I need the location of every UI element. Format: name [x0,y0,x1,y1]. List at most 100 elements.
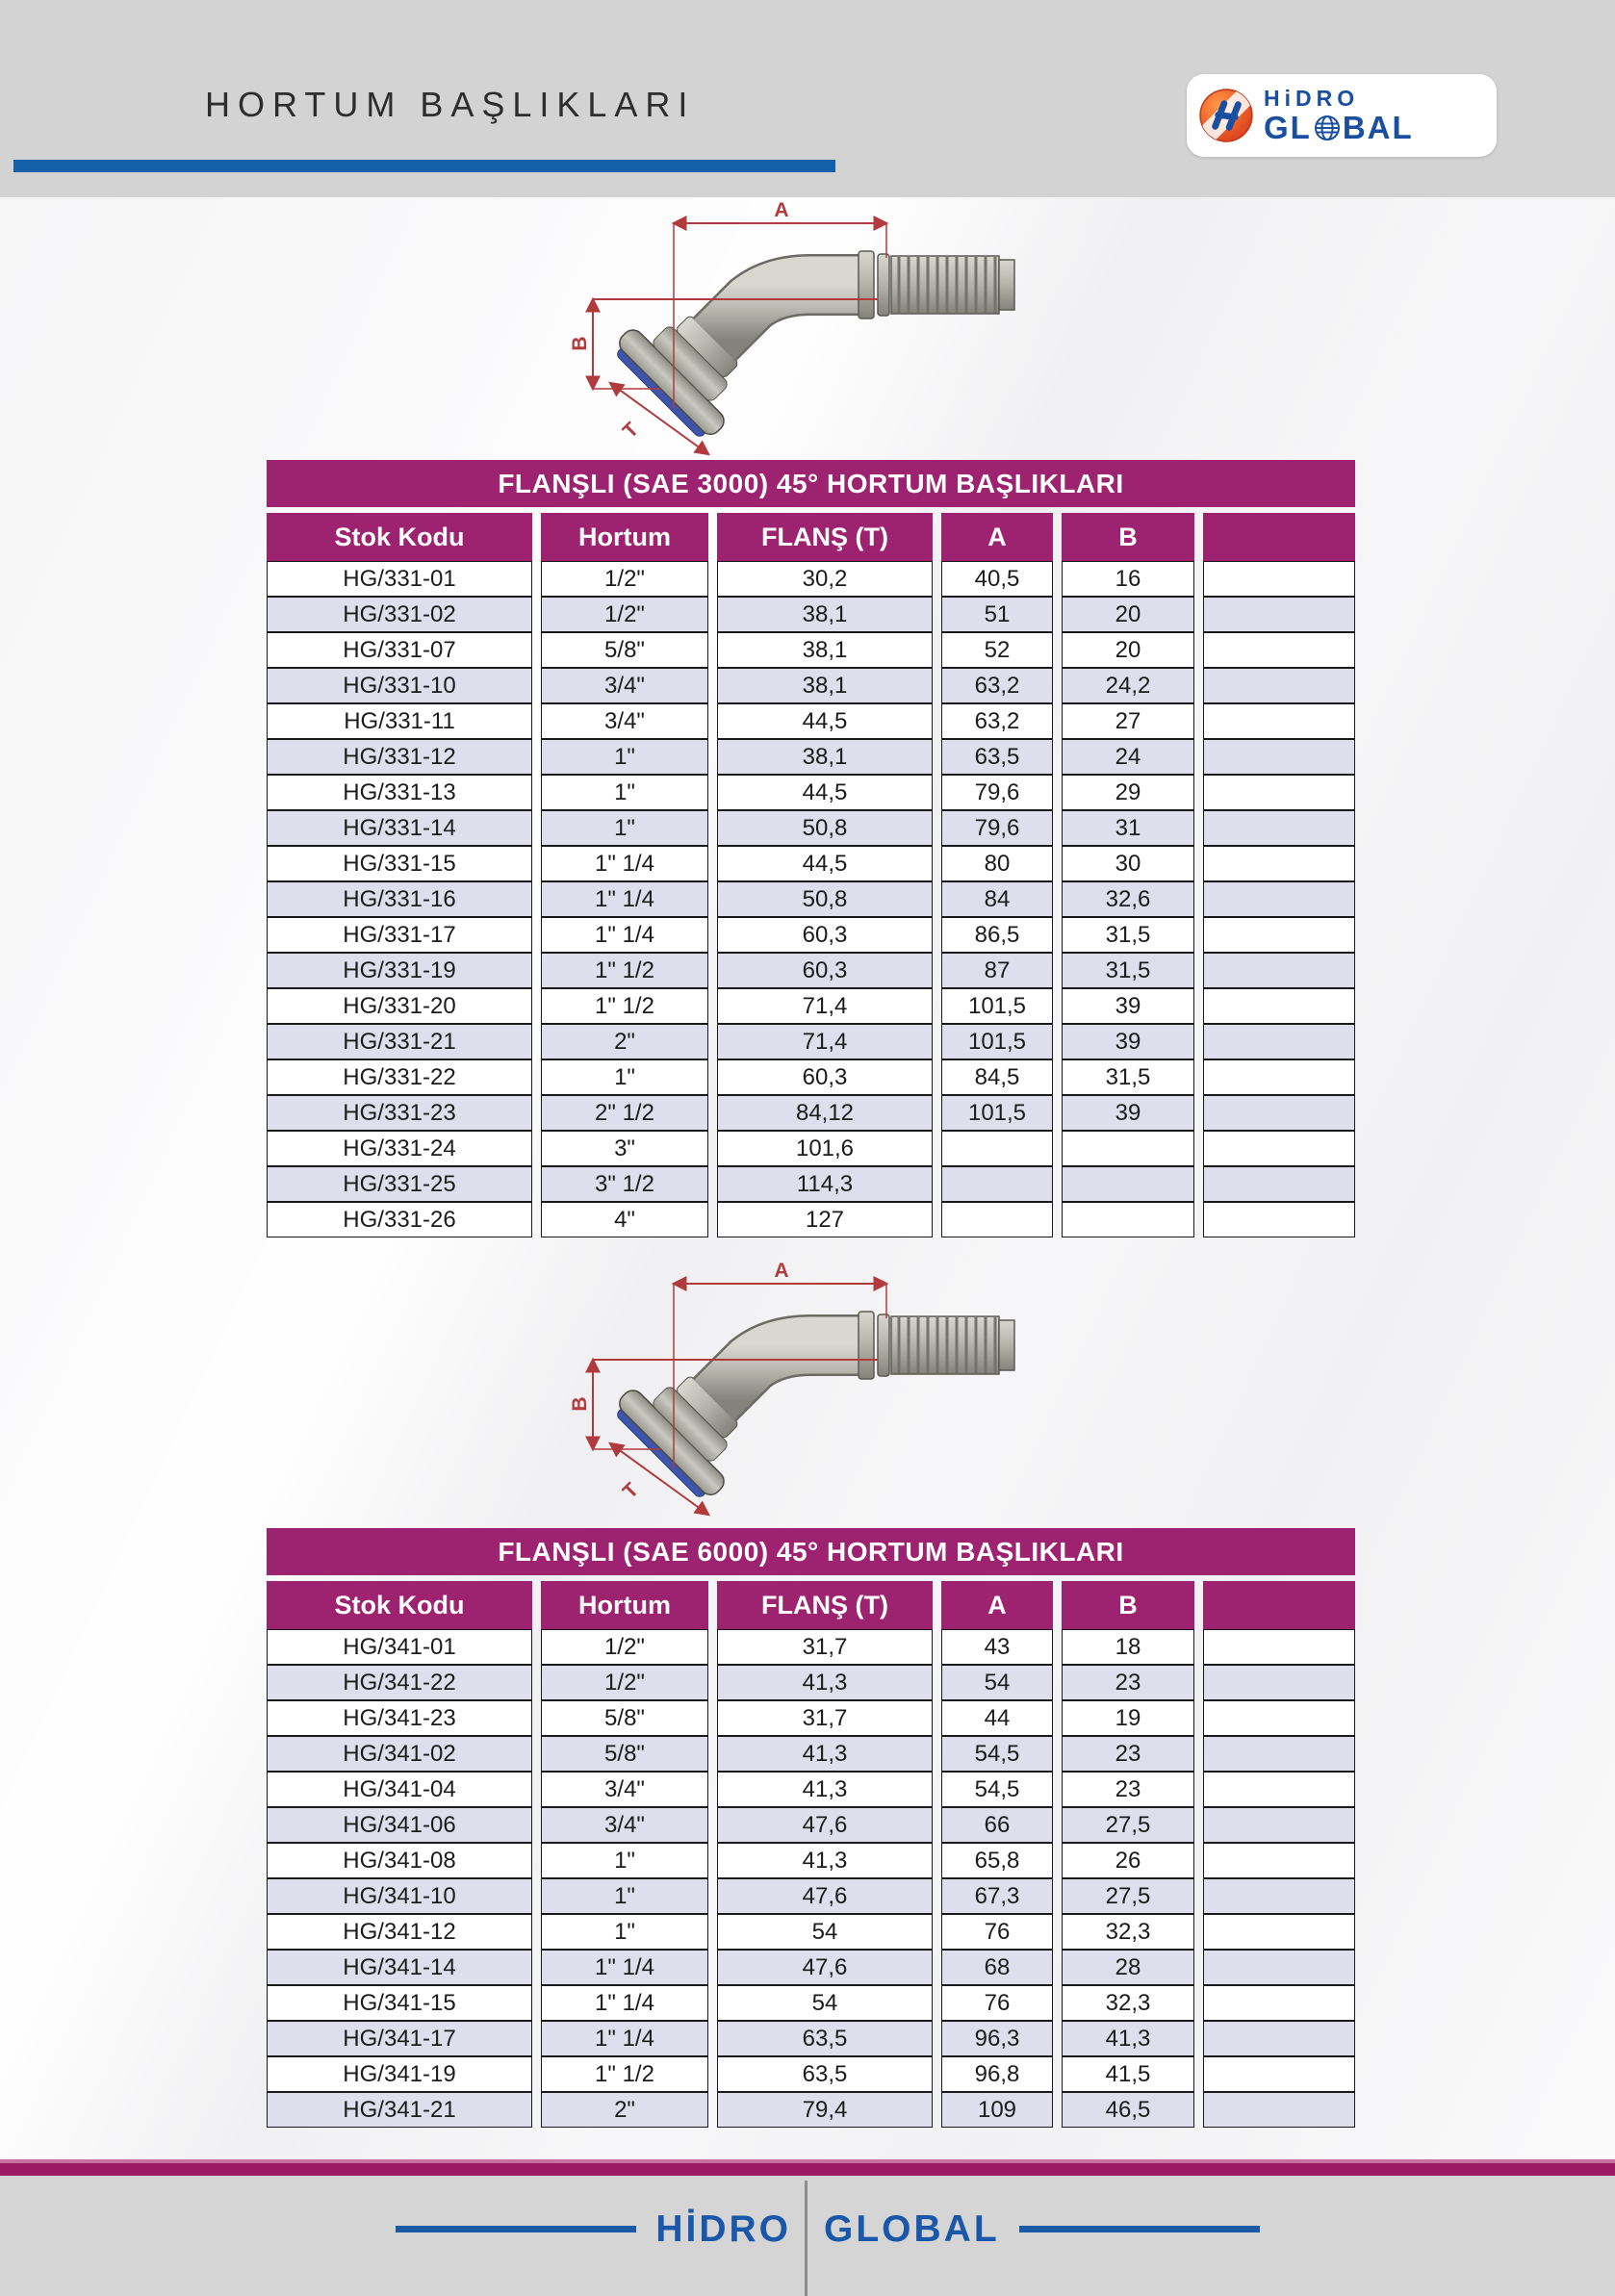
fitting-body [617,1311,1015,1497]
table-cell: 43 [941,1629,1053,1665]
table-cell: 24 [1062,739,1194,775]
table-cell-empty [1203,1878,1355,1914]
table-cell: 3/4" [541,703,708,739]
table-cell: 67,3 [941,1878,1053,1914]
table-cell: HG/331-19 [267,953,532,988]
table-cell: 31 [1062,810,1194,846]
table-cell: HG/331-17 [267,917,532,953]
table-cell: HG/341-04 [267,1772,532,1807]
table-row: HG/331-15 1" 1/4 44,5 80 30 [267,846,1355,881]
table-cell: 5/8" [541,1736,708,1772]
table-cell: 38,1 [717,632,933,668]
footer-brand-right: GLOBAL [808,2204,1615,2254]
table-cell-empty [1203,2021,1355,2056]
table-cell: 4" [541,1202,708,1237]
table-cell: 5/8" [541,1700,708,1736]
table-cell: 39 [1062,988,1194,1024]
table-cell: 54 [941,1665,1053,1700]
table-cell: 44,5 [717,846,933,881]
table-cell-empty [1203,739,1355,775]
table-cell [1062,1131,1194,1166]
table-cell: 39 [1062,1095,1194,1131]
table-row: HG/331-13 1" 44,5 79,6 29 [267,775,1355,810]
table-cell: 76 [941,1985,1053,2021]
table-cell: 1/2" [541,561,708,597]
table-cell: 41,3 [717,1843,933,1878]
table-row: HG/341-02 5/8" 41,3 54,5 23 [267,1736,1355,1772]
logo-line2-pre: GL [1264,110,1312,145]
table-row: HG/341-04 3/4" 41,3 54,5 23 [267,1772,1355,1807]
table-cell: 2" 1/2 [541,1095,708,1131]
table-cell-empty [1203,668,1355,703]
table-cell: 31,5 [1062,1059,1194,1095]
table-cell: 109 [941,2092,1053,2128]
table-cell: 23 [1062,1772,1194,1807]
table-cell-empty [1203,2092,1355,2128]
table-cell: 26 [1062,1843,1194,1878]
table-row: HG/331-11 3/4" 44,5 63,2 27 [267,703,1355,739]
table-row: HG/331-23 2" 1/2 84,12 101,5 39 [267,1095,1355,1131]
page-title: HORTUM BAŞLIKLARI [205,85,696,124]
logo-line1: HiDRO [1264,86,1360,111]
table-cell: 31,7 [717,1629,933,1665]
table-cell-empty [1203,597,1355,632]
footer-brand-hidro: HİDRO [655,2207,791,2250]
table-cell: 30,2 [717,561,933,597]
table-cell-empty [1203,1059,1355,1095]
table-cell: 71,4 [717,1024,933,1059]
table-cell: HG/341-22 [267,1665,532,1700]
dim-label-a: A [774,202,788,221]
dimension-lines [585,1276,889,1517]
table-cell: 1" 1/4 [541,1950,708,1985]
table-cell: 96,3 [941,2021,1053,2056]
table-cell: 44 [941,1700,1053,1736]
table-cell: 3/4" [541,1772,708,1807]
dim-label-b: B [569,1396,591,1411]
table-cell: 41,3 [717,1736,933,1772]
table-cell [941,1166,1053,1202]
page-footer [0,2176,1615,2296]
table-cell-empty [1203,1950,1355,1985]
footer-divider [805,2181,808,2296]
table-cell: 27 [1062,703,1194,739]
table-cell: 44,5 [717,703,933,739]
table-cell: 65,8 [941,1843,1053,1878]
table-cell: 54,5 [941,1736,1053,1772]
table-title-sae6000: FLANŞLI (SAE 6000) 45° HORTUM BAŞLIKLARI [267,1528,1355,1575]
fitting-diagram-sae6000: A B T [569,1263,1015,1517]
table-cell-empty [1203,703,1355,739]
table-row: HG/341-17 1" 1/4 63,5 96,3 41,3 [267,2021,1355,2056]
table-cell: 16 [1062,561,1194,597]
table-cell: HG/331-02 [267,597,532,632]
table-cell: 52 [941,632,1053,668]
table-cell: HG/331-12 [267,739,532,775]
table-cell: 101,5 [941,1024,1053,1059]
table-cell-empty [1203,1629,1355,1665]
table-cell: HG/341-21 [267,2092,532,2128]
table-row: HG/331-21 2" 71,4 101,5 39 [267,1024,1355,1059]
column-header: Hortum [541,1581,708,1629]
table-cell: 47,6 [717,1878,933,1914]
sae6000-table: Stok Kodu Hortum FLANŞ (T) A B HG/341-01 1/2"… [258,1581,1364,2128]
table-cell: 60,3 [717,917,933,953]
table-cell: 38,1 [717,668,933,703]
table-cell [941,1202,1053,1237]
table-cell: 46,5 [1062,2092,1194,2128]
table-cell: 1" 1/4 [541,2021,708,2056]
table-cell-empty [1203,1131,1355,1166]
table-cell: HG/341-19 [267,2056,532,2092]
table-cell: 54,5 [941,1772,1053,1807]
table-cell: 96,8 [941,2056,1053,2092]
table-cell: HG/341-10 [267,1878,532,1914]
title-underline [13,160,835,172]
table-cell: 60,3 [717,1059,933,1095]
table-cell: 1/2" [541,1665,708,1700]
table-cell: 63,5 [717,2021,933,2056]
table-cell: 24,2 [1062,668,1194,703]
table-cell-empty [1203,1166,1355,1202]
brand-line-left [396,2225,637,2232]
table-row: HG/331-19 1" 1/2 60,3 87 31,5 [267,953,1355,988]
table-cell: 84,12 [717,1095,933,1131]
table-cell-empty [1203,1807,1355,1843]
table-cell-empty [1203,1914,1355,1950]
